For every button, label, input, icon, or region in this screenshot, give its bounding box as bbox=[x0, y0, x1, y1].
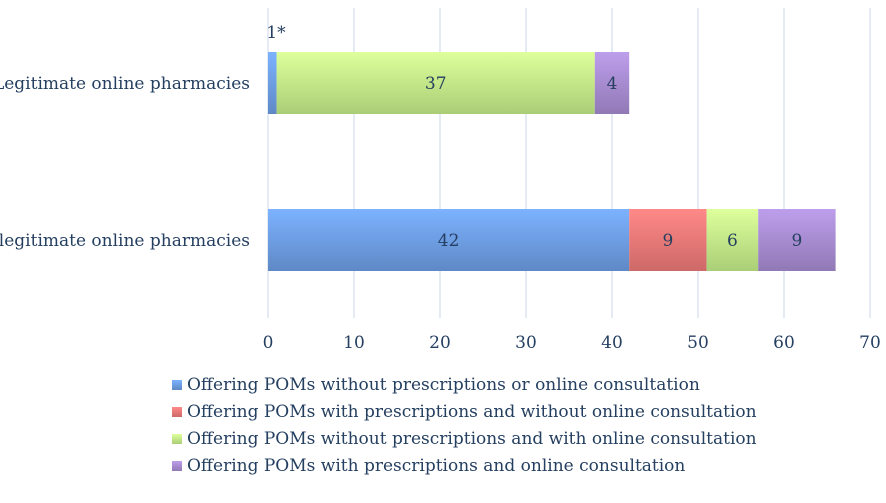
x-tick-label: 10 bbox=[343, 333, 365, 353]
x-tick-label: 20 bbox=[429, 333, 451, 353]
data-label: 9 bbox=[791, 231, 802, 251]
legend-swatch bbox=[172, 434, 182, 444]
legend: Offering POMs without prescriptions or o… bbox=[172, 372, 872, 480]
data-label: 4 bbox=[607, 74, 618, 94]
legend-item: Offering POMs with prescriptions and wit… bbox=[172, 399, 872, 426]
bar-segment bbox=[594, 52, 630, 114]
x-axis-ticks: 0 10 20 30 40 50 60 70 bbox=[263, 333, 881, 353]
data-label: 37 bbox=[425, 74, 447, 94]
legend-swatch bbox=[172, 407, 182, 417]
category-labels: Legitimate online pharmacies Illegitimate… bbox=[0, 74, 250, 251]
data-label: 42 bbox=[438, 231, 460, 251]
x-tick-label: 60 bbox=[773, 333, 795, 353]
legend-item: Offering POMs with prescriptions and onl… bbox=[172, 453, 872, 480]
x-tick-label: 50 bbox=[687, 333, 709, 353]
x-tick-label: 70 bbox=[859, 333, 881, 353]
stacked-bar-chart: 1* 37 4 42 9 6 9 Legitimate online pharmacies I… bbox=[0, 8, 881, 353]
legend-swatch bbox=[172, 461, 182, 471]
bars: 1* 37 4 42 9 6 9 bbox=[266, 23, 836, 271]
bar-segment bbox=[758, 209, 836, 271]
data-label: 9 bbox=[662, 231, 673, 251]
legend-label: Offering POMs without prescriptions or o… bbox=[187, 375, 700, 395]
bar-segment bbox=[268, 52, 277, 114]
bar-segment bbox=[706, 209, 759, 271]
legend-swatch bbox=[172, 380, 182, 390]
category-label: Illegitimate online pharmacies bbox=[0, 231, 250, 251]
x-tick-label: 40 bbox=[601, 333, 623, 353]
legend-label: Offering POMs with prescriptions and wit… bbox=[187, 402, 757, 422]
bar-segment bbox=[276, 52, 595, 114]
bar-segment bbox=[268, 209, 630, 271]
data-label: 1* bbox=[266, 23, 286, 43]
legend-item: Offering POMs without prescriptions or o… bbox=[172, 372, 872, 399]
x-tick-label: 0 bbox=[263, 333, 274, 353]
legend-item: Offering POMs without prescriptions and … bbox=[172, 426, 872, 453]
legend-label: Offering POMs with prescriptions and onl… bbox=[187, 456, 686, 476]
data-label: 6 bbox=[727, 231, 738, 251]
legend-label: Offering POMs without prescriptions and … bbox=[187, 429, 757, 449]
bar-segment bbox=[629, 209, 707, 271]
x-tick-label: 30 bbox=[515, 333, 537, 353]
category-label: Legitimate online pharmacies bbox=[0, 74, 250, 94]
